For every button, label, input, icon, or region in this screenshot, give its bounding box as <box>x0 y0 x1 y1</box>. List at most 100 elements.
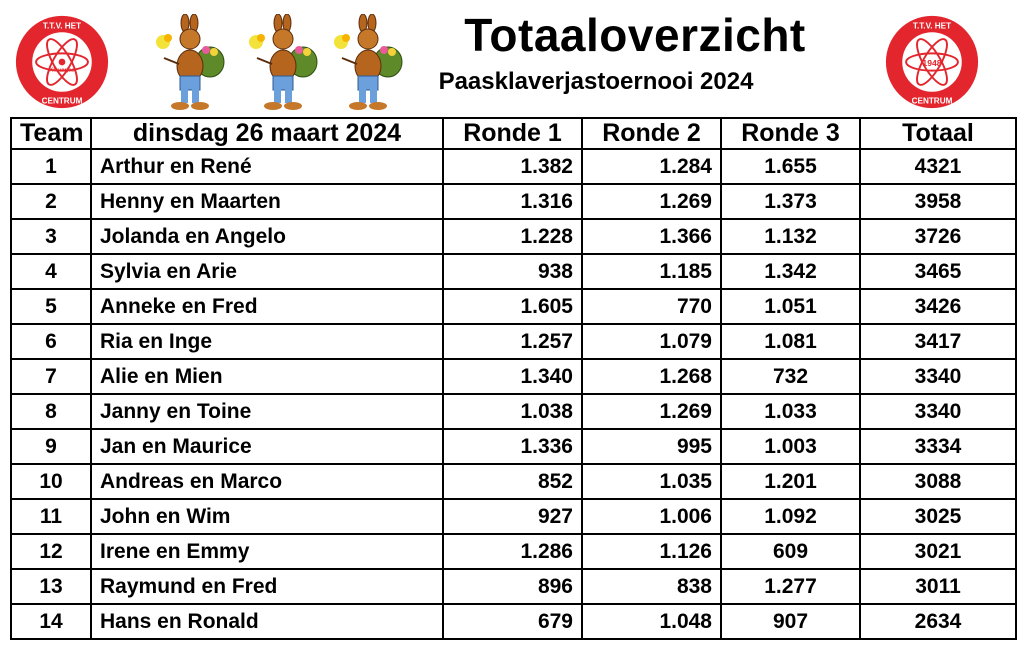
score-ronde-1: 938 <box>442 253 583 290</box>
team-name: Irene en Emmy <box>90 533 444 570</box>
score-ronde-3: 732 <box>720 358 861 395</box>
team-number: 6 <box>10 323 92 360</box>
team-name: Janny en Toine <box>90 393 444 430</box>
header-team: Team <box>10 117 92 150</box>
table-row: 11 John en Wim 927 1.006 1.092 3025 <box>10 498 1017 535</box>
score-total: 3426 <box>859 288 1017 325</box>
score-ronde-3: 1.201 <box>720 463 861 500</box>
score-ronde-3: 1.342 <box>720 253 861 290</box>
score-ronde-3: 1.132 <box>720 218 861 255</box>
team-number: 3 <box>10 218 92 255</box>
score-total: 4321 <box>859 148 1017 185</box>
table-row: 14 Hans en Ronald 679 1.048 907 2634 <box>10 603 1017 640</box>
table-row: 2 Henny en Maarten 1.316 1.269 1.373 3958 <box>10 183 1017 220</box>
team-number: 11 <box>10 498 92 535</box>
team-name: Hans en Ronald <box>90 603 444 640</box>
score-ronde-1: 1.286 <box>442 533 583 570</box>
score-ronde-1: 927 <box>442 498 583 535</box>
table-header-row: Team dinsdag 26 maart 2024 Ronde 1 Ronde… <box>10 117 1017 150</box>
score-ronde-2: 1.035 <box>581 463 722 500</box>
team-number: 8 <box>10 393 92 430</box>
score-ronde-2: 1.185 <box>581 253 722 290</box>
team-name: John en Wim <box>90 498 444 535</box>
table-row: 6 Ria en Inge 1.257 1.079 1.081 3417 <box>10 323 1017 360</box>
table-row: 1 Arthur en René 1.382 1.284 1.655 4321 <box>10 148 1017 185</box>
team-name: Sylvia en Arie <box>90 253 444 290</box>
team-number: 9 <box>10 428 92 465</box>
score-total: 3025 <box>859 498 1017 535</box>
team-number: 5 <box>10 288 92 325</box>
scores-table: Team dinsdag 26 maart 2024 Ronde 1 Ronde… <box>10 117 1017 640</box>
team-number: 7 <box>10 358 92 395</box>
score-ronde-1: 1.382 <box>442 148 583 185</box>
team-number: 1 <box>10 148 92 185</box>
header-ronde-2: Ronde 2 <box>581 117 722 150</box>
logo-left-mid-text: Klaverjas <box>49 68 75 74</box>
score-total: 3958 <box>859 183 1017 220</box>
score-total: 3465 <box>859 253 1017 290</box>
score-ronde-3: 1.655 <box>720 148 861 185</box>
score-ronde-2: 770 <box>581 288 722 325</box>
team-number: 14 <box>10 603 92 640</box>
team-number: 10 <box>10 463 92 500</box>
table-row: 5 Anneke en Fred 1.605 770 1.051 3426 <box>10 288 1017 325</box>
table-row: 10 Andreas en Marco 852 1.035 1.201 3088 <box>10 463 1017 500</box>
score-ronde-1: 896 <box>442 568 583 605</box>
score-ronde-3: 1.051 <box>720 288 861 325</box>
score-ronde-3: 1.003 <box>720 428 861 465</box>
score-ronde-3: 1.277 <box>720 568 861 605</box>
team-number: 2 <box>10 183 92 220</box>
easter-bunny-icon <box>156 14 225 110</box>
score-ronde-1: 852 <box>442 463 583 500</box>
easter-bunny-icon <box>334 14 403 110</box>
team-name: Raymund en Fred <box>90 568 444 605</box>
score-ronde-2: 1.048 <box>581 603 722 640</box>
score-ronde-1: 1.605 <box>442 288 583 325</box>
score-total: 2634 <box>859 603 1017 640</box>
score-ronde-2: 1.079 <box>581 323 722 360</box>
score-ronde-2: 995 <box>581 428 722 465</box>
score-ronde-1: 1.336 <box>442 428 583 465</box>
logo-left-bottom-text: CENTRUM <box>42 96 83 105</box>
table-row: 4 Sylvia en Arie 938 1.185 1.342 3465 <box>10 253 1017 290</box>
score-ronde-1: 679 <box>442 603 583 640</box>
team-name: Jan en Maurice <box>90 428 444 465</box>
score-total: 3088 <box>859 463 1017 500</box>
team-name: Jolanda en Angelo <box>90 218 444 255</box>
score-ronde-3: 1.373 <box>720 183 861 220</box>
logo-left-top-text: T.T.V. HET <box>43 21 81 30</box>
score-ronde-2: 1.268 <box>581 358 722 395</box>
table-row: 3 Jolanda en Angelo 1.228 1.366 1.132 3726 <box>10 218 1017 255</box>
score-ronde-3: 1.092 <box>720 498 861 535</box>
score-total: 3021 <box>859 533 1017 570</box>
score-total: 3340 <box>859 393 1017 430</box>
team-name: Henny en Maarten <box>90 183 444 220</box>
team-number: 13 <box>10 568 92 605</box>
score-total: 3334 <box>859 428 1017 465</box>
easter-bunny-icon <box>249 14 318 110</box>
header-ronde-3: Ronde 3 <box>720 117 861 150</box>
score-ronde-2: 1.284 <box>581 148 722 185</box>
header-totaal: Totaal <box>859 117 1017 150</box>
score-ronde-1: 1.038 <box>442 393 583 430</box>
score-ronde-2: 1.126 <box>581 533 722 570</box>
team-number: 12 <box>10 533 92 570</box>
logo-right-bottom-text: CENTRUM <box>912 96 953 105</box>
logo-right-top-text: T.T.V. HET <box>913 21 951 30</box>
score-ronde-2: 1.366 <box>581 218 722 255</box>
header-date: dinsdag 26 maart 2024 <box>90 117 444 150</box>
team-name: Arthur en René <box>90 148 444 185</box>
score-ronde-1: 1.257 <box>442 323 583 360</box>
team-name: Andreas en Marco <box>90 463 444 500</box>
table-row: 13 Raymund en Fred 896 838 1.277 3011 <box>10 568 1017 605</box>
team-name: Ria en Inge <box>90 323 444 360</box>
score-ronde-2: 1.006 <box>581 498 722 535</box>
table-row: 7 Alie en Mien 1.340 1.268 732 3340 <box>10 358 1017 395</box>
table-row: 9 Jan en Maurice 1.336 995 1.003 3334 <box>10 428 1017 465</box>
score-ronde-2: 838 <box>581 568 722 605</box>
score-ronde-2: 1.269 <box>581 393 722 430</box>
score-total: 3011 <box>859 568 1017 605</box>
score-ronde-3: 1.081 <box>720 323 861 360</box>
header-ronde-1: Ronde 1 <box>442 117 583 150</box>
team-name: Alie en Mien <box>90 358 444 395</box>
